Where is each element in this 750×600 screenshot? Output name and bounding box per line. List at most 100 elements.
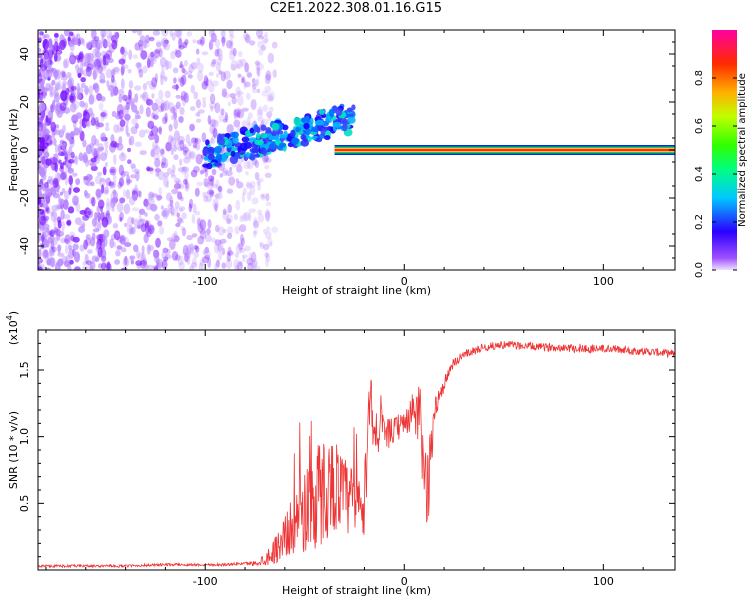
noise-blob xyxy=(39,139,45,151)
noise-blob xyxy=(252,263,256,270)
noise-blob xyxy=(220,30,226,38)
noise-blob xyxy=(113,241,117,248)
noise-blob xyxy=(140,223,147,233)
noise-blob xyxy=(134,115,142,120)
noise-blob xyxy=(241,77,245,84)
noise-blob xyxy=(85,234,91,240)
noise-blob xyxy=(131,207,140,212)
noise-blob xyxy=(45,158,52,166)
noise-blob xyxy=(102,166,107,176)
noise-blob xyxy=(155,237,161,248)
snr-y-multiplier-close: ) xyxy=(7,311,20,315)
noise-blob xyxy=(177,135,185,145)
noise-blob xyxy=(207,219,212,229)
noise-blob xyxy=(146,244,151,255)
signal-blob xyxy=(229,155,238,165)
noise-blob xyxy=(264,208,271,219)
noise-blob xyxy=(177,179,182,186)
noise-blob xyxy=(197,62,204,73)
noise-blob xyxy=(104,139,109,150)
noise-blob xyxy=(242,212,248,222)
noise-blob xyxy=(232,47,237,57)
noise-blob xyxy=(181,98,186,107)
spectrogram-y-tick-label: -20 xyxy=(18,189,31,207)
noise-blob xyxy=(154,214,160,221)
noise-blob xyxy=(111,207,115,212)
noise-blob xyxy=(118,214,122,221)
noise-blob xyxy=(180,95,184,101)
noise-blob xyxy=(226,188,234,194)
noise-blob xyxy=(191,137,197,144)
noise-blob xyxy=(218,185,223,193)
noise-blob xyxy=(96,122,104,128)
noise-blob xyxy=(151,56,156,62)
noise-blob xyxy=(220,36,227,43)
noise-blob xyxy=(267,52,275,64)
noise-blob xyxy=(44,58,51,68)
noise-blob xyxy=(126,216,133,227)
snr-y-multiplier: (x104) xyxy=(5,311,20,345)
noise-blob xyxy=(110,198,116,209)
noise-blob xyxy=(67,159,75,164)
noise-blob xyxy=(181,227,187,237)
noise-blob xyxy=(111,75,115,83)
snr-y-axis-label: SNR (10 * v/v) xyxy=(7,411,20,489)
noise-blob xyxy=(61,255,68,264)
noise-blob xyxy=(141,245,145,254)
noise-blob xyxy=(51,79,56,86)
noise-blob xyxy=(93,36,100,42)
noise-blob xyxy=(250,99,257,110)
noise-blob xyxy=(162,162,168,168)
noise-blob xyxy=(50,210,54,217)
noise-blob xyxy=(194,211,201,216)
noise-blob xyxy=(113,191,118,200)
noise-blob xyxy=(153,265,158,270)
noise-blob xyxy=(83,111,90,122)
noise-blob xyxy=(157,171,165,181)
noise-blob xyxy=(116,143,124,151)
noise-blob xyxy=(68,166,72,172)
signal-blob xyxy=(249,147,259,153)
noise-blob xyxy=(170,137,177,147)
noise-blob xyxy=(123,203,131,215)
noise-blob xyxy=(151,110,159,116)
noise-blob xyxy=(111,39,118,50)
noise-blob xyxy=(45,115,49,123)
noise-blob xyxy=(262,119,269,125)
noise-blob xyxy=(178,78,184,83)
noise-blob xyxy=(139,104,144,115)
noise-blob xyxy=(227,246,232,256)
snr-series-line xyxy=(38,340,675,569)
noise-blob xyxy=(191,233,198,238)
noise-blob xyxy=(143,233,149,244)
noise-blob xyxy=(124,255,128,266)
noise-blob xyxy=(73,127,81,136)
noise-blob xyxy=(67,263,72,270)
signal-blob xyxy=(329,108,335,118)
noise-blob xyxy=(199,36,205,47)
noise-blob xyxy=(193,244,198,250)
noise-blob xyxy=(202,83,209,88)
noise-blob xyxy=(45,42,53,54)
noise-blob xyxy=(173,230,178,237)
signal-blob xyxy=(335,108,343,116)
noise-blob xyxy=(170,50,176,60)
noise-blob xyxy=(205,77,210,87)
signal-blob xyxy=(205,139,210,146)
noise-blob xyxy=(202,191,210,198)
noise-blob xyxy=(154,49,160,59)
noise-blob xyxy=(120,78,125,90)
noise-blob xyxy=(215,62,221,72)
signal-blob xyxy=(265,127,272,133)
noise-blob xyxy=(133,244,139,253)
noise-blob xyxy=(147,120,155,129)
noise-blob xyxy=(101,255,107,263)
noise-blob xyxy=(120,247,127,253)
noise-blob xyxy=(71,37,79,46)
noise-blob xyxy=(105,202,112,212)
noise-blob xyxy=(182,41,188,49)
noise-blob xyxy=(153,48,161,54)
noise-blob xyxy=(239,58,247,67)
noise-blob xyxy=(125,102,130,111)
noise-blob xyxy=(118,177,125,187)
